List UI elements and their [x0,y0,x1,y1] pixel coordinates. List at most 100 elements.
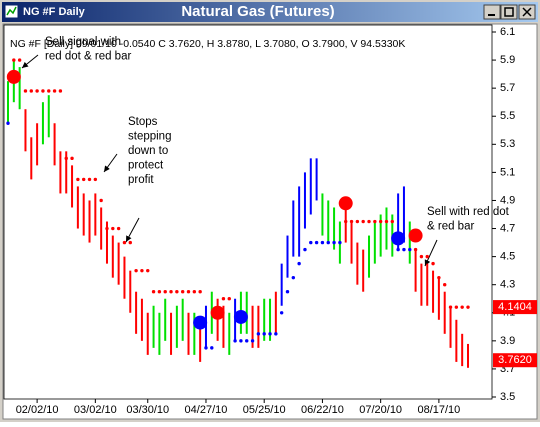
price-bar [420,263,423,306]
price-bar [170,312,173,355]
annotation-text: Sell signal with [45,36,121,48]
arrow [21,54,39,69]
sell-stop-dot [70,156,74,161]
price-bar [222,305,225,348]
y-tick-label: 3.5 [500,391,515,403]
buy-stop-dot [239,339,243,343]
price-bar [385,207,388,250]
close-icon [522,7,532,17]
x-tick-label: 05/25/10 [243,404,286,416]
buy-stop-dot [320,240,325,245]
buy-stop-dot [291,275,296,280]
sell-stop-dot [192,290,197,294]
sell-stop-dot [355,219,360,224]
buy-stop-dot [326,240,330,245]
price-bar [7,81,9,124]
y-tick-label: 4.9 [500,194,515,206]
buy-signal [233,309,248,324]
x-tick-label: 03/30/10 [126,404,169,416]
price-bar [292,200,295,257]
x-tick-label: 04/27/10 [185,404,228,416]
y-tick-label: 4.5 [500,251,515,263]
price-bar [187,312,190,355]
annotation-text: protect [128,160,164,172]
sell-stop-dot [116,226,121,231]
annotation-text: Stops [128,116,158,128]
info-line: NG #F [Daily] 09/01/10 -0.0540 C 3.7620,… [10,38,405,50]
price-bar [251,305,254,348]
sell-stop-dot [52,89,57,93]
sell-stop-dot [41,89,45,93]
buy-stop-dot [303,247,307,252]
price-bar [36,123,39,166]
sell-stop-dot [169,290,173,294]
y-tick-label: 5.1 [500,166,515,178]
price-bar [146,312,149,355]
sell-stop-dot [76,177,80,182]
price-bar [437,277,440,320]
sell-stop-dot [384,219,389,224]
annotation-text: stepping [128,131,171,143]
sell-stop-dot [448,305,453,309]
price-bar [76,186,79,229]
sell-stop-dot [81,177,86,182]
buy-signal [193,315,208,330]
annotation-text: down to [128,145,168,157]
window-title: NG #F Daily [23,6,86,18]
y-tick-label: 5.9 [500,54,515,66]
price-bar [181,298,184,341]
price-bar [30,137,33,180]
annotation-text: profit [128,174,154,186]
price-bar [140,298,143,341]
sell-stop-dot [186,290,191,294]
sell-stop-dot [349,219,354,224]
buy-stop-dot [245,339,249,343]
sell-stop-dot [29,89,33,93]
sell-stop-dot [163,290,167,294]
price-bar [408,221,411,264]
app-icon-graph [6,6,17,16]
sell-stop-dot [140,268,144,273]
price-bar [152,305,155,348]
price-bar [47,95,50,138]
price-bar [24,109,27,152]
sell-stop-dot [151,290,156,294]
sell-signal [6,69,21,84]
sell-stop-dot [373,219,377,224]
sell-stop-dot [111,226,115,231]
price-bar [135,291,138,334]
sell-stop-dot [157,290,162,294]
sell-stop-dot [35,89,39,93]
buy-signal [391,231,406,246]
price-bar [269,298,272,341]
price-bar [286,235,289,278]
buy-stop-dot [210,346,214,350]
price-bar [123,256,126,299]
sell-stop-dot [425,254,429,259]
axis-value-box [493,353,537,368]
axis-value-label: 3.7620 [498,354,532,366]
sell-stop-dot [180,290,185,294]
price-bar [245,291,248,334]
sell-stop-dot [58,89,63,93]
price-bar [53,123,56,166]
buy-stop-dot [250,339,255,343]
price-bar [350,221,353,264]
sell-stop-dot [122,240,127,245]
sell-stop-dot [87,177,92,182]
x-tick-label: 06/22/10 [301,404,344,416]
price-bar [117,242,120,285]
buy-stop-dot [402,247,406,252]
sell-stop-dot [64,156,68,161]
minimize-button[interactable] [483,4,501,20]
price-bar [397,193,400,250]
maximize-button[interactable] [500,4,518,20]
sell-stop-dot [17,58,22,62]
price-bar [298,186,301,257]
sell-stop-dot [227,297,231,301]
buy-stop-dot [285,290,290,294]
price-bar [228,312,231,355]
buy-stop-dot [204,346,208,350]
sell-stop-dot [12,58,16,62]
price-bar [379,214,382,257]
